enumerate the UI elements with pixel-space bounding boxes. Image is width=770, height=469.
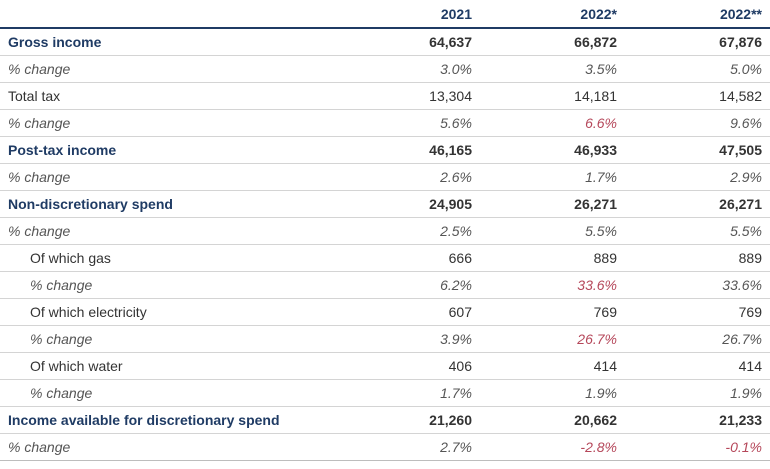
table-row: Of which gas 666 889 889: [0, 244, 770, 272]
row-value: 769: [625, 298, 770, 326]
row-value: 26,271: [480, 190, 625, 218]
row-value: 2.9%: [625, 163, 770, 191]
table-row: Total tax 13,304 14,181 14,582: [0, 82, 770, 110]
row-value: 33.6%: [625, 271, 770, 299]
header-2022-forecast-b: 2022**: [625, 0, 770, 29]
row-value: 666: [335, 244, 480, 272]
row-label: % change: [0, 271, 335, 299]
row-value: 6.6%: [480, 109, 625, 137]
row-value: 26.7%: [625, 325, 770, 353]
row-value: -0.1%: [625, 433, 770, 461]
row-value: 14,582: [625, 82, 770, 110]
table-row: Post-tax income 46,165 46,933 47,505: [0, 136, 770, 164]
row-value: 64,637: [335, 28, 480, 56]
table-row: Of which water 406 414 414: [0, 352, 770, 380]
row-value: 889: [625, 244, 770, 272]
row-value: 21,260: [335, 406, 480, 434]
table-row: % change 2.6% 1.7% 2.9%: [0, 163, 770, 191]
table-body: Gross income 64,637 66,872 67,876% change 3.…: [0, 28, 770, 461]
row-value: -2.8%: [480, 433, 625, 461]
row-value: 406: [335, 352, 480, 380]
row-label: % change: [0, 217, 335, 245]
row-value: 769: [480, 298, 625, 326]
row-value: 2.7%: [335, 433, 480, 461]
row-value: 5.5%: [480, 217, 625, 245]
row-value: 5.0%: [625, 55, 770, 83]
row-label: Of which electricity: [0, 298, 335, 326]
table-row: Gross income 64,637 66,872 67,876: [0, 28, 770, 56]
row-value: 24,905: [335, 190, 480, 218]
header-row: 2021 2022* 2022**: [0, 0, 770, 29]
row-value: 67,876: [625, 28, 770, 56]
row-value: 1.7%: [480, 163, 625, 191]
row-value: 414: [480, 352, 625, 380]
table-row: % change 3.9% 26.7% 26.7%: [0, 325, 770, 353]
table-row: % change 2.7% -2.8% -0.1%: [0, 433, 770, 461]
row-label: % change: [0, 379, 335, 407]
row-value: 3.0%: [335, 55, 480, 83]
row-value: 1.9%: [480, 379, 625, 407]
row-label: % change: [0, 325, 335, 353]
row-value: 13,304: [335, 82, 480, 110]
row-label: Of which gas: [0, 244, 335, 272]
table-row: % change 2.5% 5.5% 5.5%: [0, 217, 770, 245]
header-2022-forecast-a: 2022*: [480, 0, 625, 29]
row-value: 20,662: [480, 406, 625, 434]
row-value: 2.6%: [335, 163, 480, 191]
row-value: 14,181: [480, 82, 625, 110]
row-label: Gross income: [0, 28, 335, 56]
row-value: 1.9%: [625, 379, 770, 407]
header-2021: 2021: [335, 0, 480, 29]
row-label: % change: [0, 55, 335, 83]
row-label: Total tax: [0, 82, 335, 110]
table-row: Non-discretionary spend 24,905 26,271 26,27…: [0, 190, 770, 218]
row-label: % change: [0, 163, 335, 191]
row-label: Of which water: [0, 352, 335, 380]
table-row: Of which electricity 607 769 769: [0, 298, 770, 326]
row-value: 26,271: [625, 190, 770, 218]
row-value: 21,233: [625, 406, 770, 434]
table-row: % change 6.2% 33.6% 33.6%: [0, 271, 770, 299]
row-value: 26.7%: [480, 325, 625, 353]
table-row: % change 3.0% 3.5% 5.0%: [0, 55, 770, 83]
row-label: Post-tax income: [0, 136, 335, 164]
row-label: Non-discretionary spend: [0, 190, 335, 218]
row-value: 1.7%: [335, 379, 480, 407]
row-value: 414: [625, 352, 770, 380]
table-row: Income available for discretionary spend…: [0, 406, 770, 434]
row-value: 46,933: [480, 136, 625, 164]
row-value: 5.5%: [625, 217, 770, 245]
row-label: % change: [0, 433, 335, 461]
row-value: 33.6%: [480, 271, 625, 299]
row-value: 607: [335, 298, 480, 326]
row-value: 47,505: [625, 136, 770, 164]
row-value: 889: [480, 244, 625, 272]
row-value: 66,872: [480, 28, 625, 56]
row-value: 6.2%: [335, 271, 480, 299]
row-value: 46,165: [335, 136, 480, 164]
table-row: % change 1.7% 1.9% 1.9%: [0, 379, 770, 407]
table-row: % change 5.6% 6.6% 9.6%: [0, 109, 770, 137]
row-value: 5.6%: [335, 109, 480, 137]
row-value: 2.5%: [335, 217, 480, 245]
row-label: Income available for discretionary spend: [0, 406, 335, 434]
row-value: 9.6%: [625, 109, 770, 137]
row-label: % change: [0, 109, 335, 137]
header-label-column: [0, 0, 335, 29]
row-value: 3.9%: [335, 325, 480, 353]
row-value: 3.5%: [480, 55, 625, 83]
